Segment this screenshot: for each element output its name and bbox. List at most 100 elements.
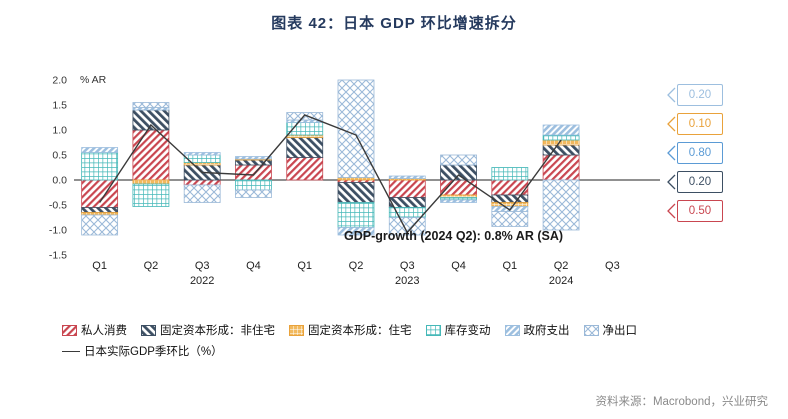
- callout-tag: 0.20: [666, 171, 723, 193]
- legend-label: 固定资本形成：非住宅: [160, 325, 275, 337]
- callout-value: 0.50: [677, 200, 723, 222]
- page-title: 图表 42：日本 GDP 环比增速拆分: [271, 15, 517, 32]
- bar-segment: [286, 157, 324, 181]
- y-tick-label: 0.0: [52, 175, 67, 187]
- legend-item: 净出口: [583, 322, 638, 338]
- legend-swatch-icon: [62, 324, 77, 336]
- bar-segment: [440, 179, 477, 196]
- callout-arrow-icon: [667, 116, 676, 132]
- legend-label: 日本实际GDP季环比（%）: [84, 346, 223, 358]
- bar-segment: [81, 207, 119, 213]
- bar-segment: [286, 112, 324, 121]
- x-year-label: 2023: [395, 275, 419, 287]
- legend-series-row: 私人消费 固定资本形成：非住宅 固定资本形成：住宅 库存变动 政府支出 净出口: [62, 322, 722, 338]
- bar-segment: [337, 202, 375, 228]
- legend-item: 固定资本形成：非住宅: [141, 322, 275, 338]
- bar-segment: [132, 179, 170, 185]
- legend-label: 政府支出: [523, 325, 570, 337]
- gdp-line: [99, 114, 562, 234]
- callout-value: 0.80: [677, 142, 723, 164]
- y-tick-label: 1.0: [52, 125, 67, 137]
- bar-segment: [183, 179, 221, 186]
- y-tick-label: 0.5: [52, 150, 67, 162]
- legend-swatch-icon: [583, 324, 599, 336]
- callout-arrow-icon: [667, 145, 676, 161]
- value-callouts: 0.20 0.10 0.80 0.20 0.50: [666, 84, 723, 222]
- bar-segment: [81, 147, 119, 153]
- bar-segment: [235, 156, 272, 160]
- legend-line-row: 日本实际GDP季环比（%）: [62, 343, 722, 359]
- y-axis-unit-label: % AR: [80, 74, 107, 86]
- bar-segment: [491, 167, 529, 181]
- x-tick-label: Q2: [144, 260, 159, 272]
- callout-tag: 0.80: [666, 142, 723, 164]
- x-tick-label: Q3: [195, 260, 210, 272]
- chart-legend: 私人消费 固定资本形成：非住宅 固定资本形成：住宅 库存变动 政府支出 净出口 日本实际G…: [62, 322, 722, 364]
- bar-segment: [235, 189, 272, 198]
- legend-swatch-icon: [289, 324, 304, 336]
- y-tick-label: -0.5: [49, 200, 67, 212]
- x-tick-label: Q3: [400, 260, 415, 272]
- callout-arrow-icon: [667, 174, 676, 190]
- legend-label: 净出口: [602, 325, 638, 337]
- callout-value: 0.20: [677, 84, 723, 106]
- gdp-growth-annotation: GDP-growth (2024 Q2): 0.8% AR (SA): [344, 229, 563, 243]
- bar-segment: [337, 182, 375, 203]
- legend-line-swatch-icon: [62, 350, 80, 352]
- bar-segment: [388, 175, 426, 179]
- bar-segment: [542, 154, 580, 181]
- x-year-label: 2022: [190, 275, 214, 287]
- bar-segment: [235, 179, 272, 191]
- bar-segment: [440, 154, 477, 166]
- callout-arrow-icon: [667, 203, 676, 219]
- bar-segment: [286, 137, 324, 158]
- legend-swatch-icon: [504, 324, 520, 336]
- legend-item: 库存变动: [425, 322, 491, 338]
- legend-item-gdp-line: 日本实际GDP季环比（%）: [62, 343, 223, 359]
- x-tick-label: Q1: [502, 260, 517, 272]
- legend-item: 私人消费: [62, 322, 127, 338]
- bar-segment: [491, 211, 529, 227]
- bar-segment: [132, 109, 170, 131]
- bar-segment: [132, 183, 170, 207]
- x-tick-label: Q3: [605, 260, 620, 272]
- bar-segment: [542, 179, 580, 231]
- x-tick-label: Q2: [349, 260, 364, 272]
- bar-segment: [542, 124, 580, 136]
- bar-segment: [81, 152, 119, 181]
- x-tick-label: Q2: [554, 260, 569, 272]
- callout-tag: 0.50: [666, 200, 723, 222]
- y-tick-label: -1.0: [49, 225, 67, 237]
- x-tick-label: Q1: [297, 260, 312, 272]
- legend-label: 私人消费: [81, 325, 127, 337]
- bar-segment: [132, 102, 170, 108]
- x-tick-label: Q4: [451, 260, 466, 272]
- source-text: 资料来源：Macrobond，兴业研究: [595, 396, 768, 408]
- y-tick-label: 1.5: [52, 100, 67, 112]
- y-tick-label: -1.5: [49, 250, 67, 262]
- bar-segment: [388, 197, 426, 208]
- callout-value: 0.20: [677, 171, 723, 193]
- callout-tag: 0.20: [666, 84, 723, 106]
- bar-segment: [183, 184, 221, 203]
- bar-segment: [440, 199, 477, 203]
- legend-label: 库存变动: [444, 325, 491, 337]
- legend-item: 政府支出: [504, 322, 570, 338]
- bar-segment: [388, 179, 426, 198]
- bar-segment: [491, 202, 529, 207]
- x-tick-label: Q1: [92, 260, 107, 272]
- legend-label: 固定资本形成：住宅: [308, 325, 412, 337]
- bar-segment: [440, 164, 477, 181]
- bar-segment: [337, 79, 375, 178]
- legend-swatch-icon: [425, 324, 441, 336]
- callout-arrow-icon: [667, 87, 676, 103]
- x-year-label: 2024: [549, 275, 573, 287]
- legend-item: 固定资本形成：住宅: [289, 322, 412, 338]
- chart-canvas: 2.0 1.5 1.0 0.5 0.0 -0.5 -1.0 -1.5 % AR Q1 Q2 Q3 Q4 Q…: [49, 74, 660, 287]
- bar-segment: [542, 144, 580, 156]
- x-tick-label: Q4: [246, 260, 261, 272]
- bar-segment: [542, 134, 580, 141]
- callout-value: 0.10: [677, 113, 723, 135]
- gdp-decomposition-chart: 2.0 1.5 1.0 0.5 0.0 -0.5 -1.0 -1.5 % AR Q1 Q2 Q3 Q4 Q…: [26, 68, 670, 294]
- bar-segment: [81, 214, 119, 236]
